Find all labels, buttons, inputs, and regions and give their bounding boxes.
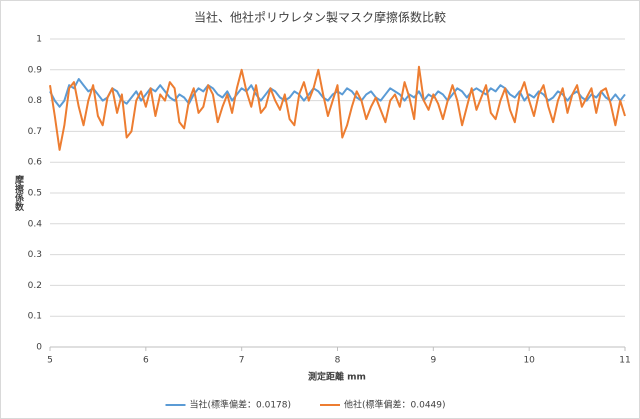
y-tick-label: 0.8 xyxy=(28,96,43,106)
y-tick-label: 1 xyxy=(36,35,42,45)
y-tick-label: 0.1 xyxy=(28,312,42,322)
y-tick-label: 0.5 xyxy=(28,189,42,199)
y-tick-label: 0.3 xyxy=(28,250,42,260)
y-tick-label: 0.4 xyxy=(28,219,43,229)
y-tick-label: 0.2 xyxy=(28,281,42,291)
x-tick-label: 10 xyxy=(523,356,535,366)
x-tick-label: 6 xyxy=(143,356,149,366)
legend-label: 当社(標準偏差：0.0178) xyxy=(190,399,292,411)
y-axis-label: 摩擦係数 xyxy=(13,174,24,212)
x-tick-label: 5 xyxy=(47,356,53,366)
y-tick-label: 0 xyxy=(36,343,42,353)
legend-label: 他社(標準偏差：0.0449) xyxy=(344,399,446,411)
x-tick-label: 8 xyxy=(335,356,341,366)
x-axis-label: 測定距離 mm xyxy=(308,371,366,383)
chart-title: 当社、他社ポリウレタン製マスク摩擦係数比較 xyxy=(194,10,446,25)
y-tick-label: 0.6 xyxy=(28,158,43,168)
x-tick-label: 7 xyxy=(239,356,245,366)
series-line xyxy=(49,65,626,151)
x-tick-label: 9 xyxy=(430,356,436,366)
y-tick-label: 0.9 xyxy=(28,65,43,75)
y-tick-label: 0.7 xyxy=(28,127,42,137)
x-tick-label: 11 xyxy=(619,356,630,366)
